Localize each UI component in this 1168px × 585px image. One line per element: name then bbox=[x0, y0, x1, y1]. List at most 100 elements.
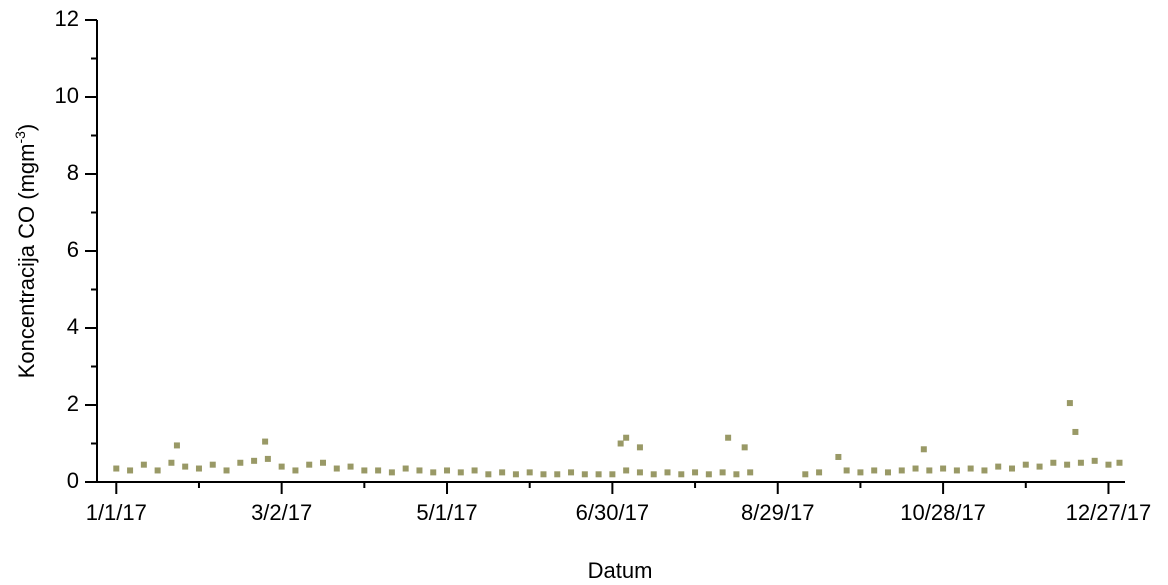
y-tick-label: 6 bbox=[67, 237, 79, 262]
point bbox=[650, 471, 657, 478]
y-tick-label: 12 bbox=[55, 6, 79, 31]
point bbox=[581, 471, 588, 478]
y-axis-label: Koncentracija CO (mgm-3) bbox=[12, 124, 39, 379]
point bbox=[871, 467, 878, 474]
point bbox=[444, 467, 451, 474]
y-tick-label: 2 bbox=[67, 391, 79, 416]
point bbox=[237, 459, 244, 466]
point bbox=[1091, 457, 1098, 464]
x-axis-label: Datum bbox=[588, 558, 653, 583]
point bbox=[1072, 428, 1079, 435]
point bbox=[333, 465, 340, 472]
point bbox=[361, 467, 368, 474]
point bbox=[292, 467, 299, 474]
x-tick-label: 10/28/17 bbox=[900, 500, 986, 525]
point bbox=[1116, 459, 1123, 466]
point bbox=[278, 463, 285, 470]
point bbox=[388, 469, 395, 476]
point bbox=[471, 467, 478, 474]
point bbox=[725, 434, 732, 441]
point bbox=[636, 469, 643, 476]
x-tick-label: 12/27/17 bbox=[1066, 500, 1152, 525]
x-tick-label: 3/2/17 bbox=[251, 500, 312, 525]
point bbox=[741, 444, 748, 451]
point bbox=[705, 471, 712, 478]
point bbox=[898, 467, 905, 474]
point bbox=[623, 434, 630, 441]
point bbox=[636, 444, 643, 451]
point bbox=[251, 457, 258, 464]
point bbox=[1050, 459, 1057, 466]
point bbox=[609, 471, 616, 478]
point bbox=[182, 463, 189, 470]
point bbox=[678, 471, 685, 478]
point bbox=[995, 463, 1002, 470]
point bbox=[747, 469, 754, 476]
point bbox=[940, 465, 947, 472]
y-tick-label: 4 bbox=[67, 314, 79, 339]
point bbox=[375, 467, 382, 474]
x-tick-label: 1/1/17 bbox=[86, 500, 147, 525]
point bbox=[223, 467, 230, 474]
x-tick-label: 6/30/17 bbox=[576, 500, 649, 525]
point bbox=[526, 469, 533, 476]
point bbox=[843, 467, 850, 474]
point bbox=[981, 467, 988, 474]
point bbox=[617, 440, 624, 447]
point bbox=[857, 469, 864, 476]
y-tick-label: 0 bbox=[67, 468, 79, 493]
point bbox=[926, 467, 933, 474]
y-tick-label: 8 bbox=[67, 160, 79, 185]
point bbox=[113, 465, 120, 472]
point bbox=[912, 465, 919, 472]
point bbox=[262, 438, 269, 445]
point bbox=[319, 459, 326, 466]
point bbox=[920, 446, 927, 453]
point bbox=[733, 471, 740, 478]
point bbox=[623, 467, 630, 474]
point bbox=[554, 471, 561, 478]
point bbox=[127, 467, 134, 474]
point bbox=[1036, 463, 1043, 470]
point bbox=[154, 467, 161, 474]
point bbox=[802, 471, 809, 478]
point bbox=[568, 469, 575, 476]
point bbox=[1009, 465, 1016, 472]
y-axis-label-end: ) bbox=[14, 124, 39, 131]
point bbox=[195, 465, 202, 472]
point bbox=[347, 463, 354, 470]
point bbox=[416, 467, 423, 474]
point bbox=[595, 471, 602, 478]
point bbox=[140, 461, 147, 468]
y-axis-label-main: Koncentracija CO (mgm bbox=[14, 144, 39, 379]
point bbox=[967, 465, 974, 472]
point bbox=[457, 469, 464, 476]
point bbox=[1022, 461, 1029, 468]
point bbox=[209, 461, 216, 468]
point bbox=[430, 469, 437, 476]
point bbox=[1077, 459, 1084, 466]
point bbox=[1064, 461, 1071, 468]
x-tick-label: 8/29/17 bbox=[741, 500, 814, 525]
point bbox=[512, 471, 519, 478]
point bbox=[1105, 461, 1112, 468]
point bbox=[402, 465, 409, 472]
point bbox=[664, 469, 671, 476]
point bbox=[835, 453, 842, 460]
point bbox=[306, 461, 313, 468]
y-axis-label-sup: -3 bbox=[12, 131, 28, 144]
point bbox=[953, 467, 960, 474]
point bbox=[540, 471, 547, 478]
point bbox=[692, 469, 699, 476]
point bbox=[264, 455, 271, 462]
point bbox=[168, 459, 175, 466]
point bbox=[173, 442, 180, 449]
point bbox=[1066, 400, 1073, 407]
point bbox=[884, 469, 891, 476]
point bbox=[816, 469, 823, 476]
point bbox=[719, 469, 726, 476]
y-tick-label: 10 bbox=[55, 83, 79, 108]
point bbox=[485, 471, 492, 478]
x-tick-label: 5/1/17 bbox=[416, 500, 477, 525]
